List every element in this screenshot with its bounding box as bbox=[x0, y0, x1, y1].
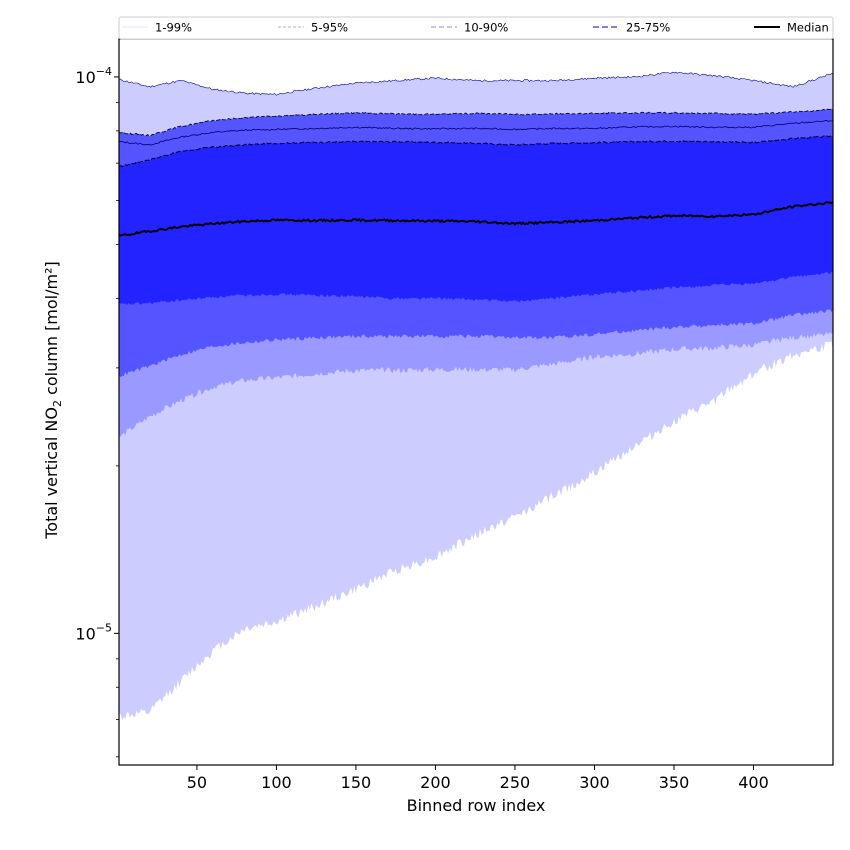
legend: 1-99% 5-95% 10-90% 25-75% Median bbox=[118, 16, 834, 40]
legend-item: 10-90% bbox=[431, 21, 508, 35]
y-tick-label-base: 10 bbox=[75, 624, 95, 643]
y-tick-label-base: 10 bbox=[75, 68, 95, 87]
legend-item: 5-95% bbox=[278, 21, 348, 35]
x-tick-label: 50 bbox=[187, 773, 207, 792]
y-axis-label-suffix: column [mol/m²] bbox=[42, 261, 61, 400]
band-25-75 bbox=[119, 135, 833, 305]
legend-label: Median bbox=[787, 21, 829, 35]
legend-item: 25-75% bbox=[593, 21, 670, 35]
x-tick-label: 350 bbox=[659, 773, 690, 792]
y-tick-label: 10−4 bbox=[75, 65, 112, 87]
x-tick-label: 150 bbox=[341, 773, 372, 792]
x-axis-ticks: 50 100 150 200 250 300 350 400 bbox=[187, 765, 769, 792]
legend-item: Median bbox=[754, 21, 829, 35]
band-edge-99 bbox=[118, 71, 834, 96]
y-tick-label: 10−5 bbox=[75, 621, 112, 643]
band-edges-layer bbox=[118, 71, 834, 168]
x-axis-label: Binned row index bbox=[407, 796, 546, 815]
x-tick-label: 400 bbox=[738, 773, 769, 792]
band-edge-90 bbox=[118, 108, 834, 137]
y-axis-label-subscript: 2 bbox=[51, 400, 64, 407]
median-line bbox=[118, 200, 834, 237]
median-layer bbox=[118, 200, 834, 237]
y-tick-label-exponent: −4 bbox=[96, 65, 112, 78]
x-tick-label: 250 bbox=[500, 773, 531, 792]
legend-box bbox=[118, 16, 834, 40]
y-tick-label-exponent: −5 bbox=[96, 621, 112, 634]
bands-layer bbox=[119, 72, 833, 720]
legend-label: 10-90% bbox=[464, 21, 508, 35]
x-tick-label: 300 bbox=[579, 773, 610, 792]
x-tick-label: 100 bbox=[261, 773, 292, 792]
y-axis-label-prefix: Total vertical NO bbox=[42, 407, 61, 540]
legend-label: 5-95% bbox=[311, 21, 348, 35]
y-axis-ticks: 10−510−4 bbox=[75, 65, 119, 758]
y-axis-label: Total vertical NO2 column [mol/m²] bbox=[42, 261, 64, 540]
x-tick-label: 200 bbox=[420, 773, 451, 792]
legend-label: 1-99% bbox=[155, 21, 192, 35]
band-edge-75 bbox=[118, 135, 834, 168]
legend-label: 25-75% bbox=[626, 21, 670, 35]
band-edge-95 bbox=[118, 119, 834, 146]
legend-item: 1-99% bbox=[122, 21, 192, 35]
